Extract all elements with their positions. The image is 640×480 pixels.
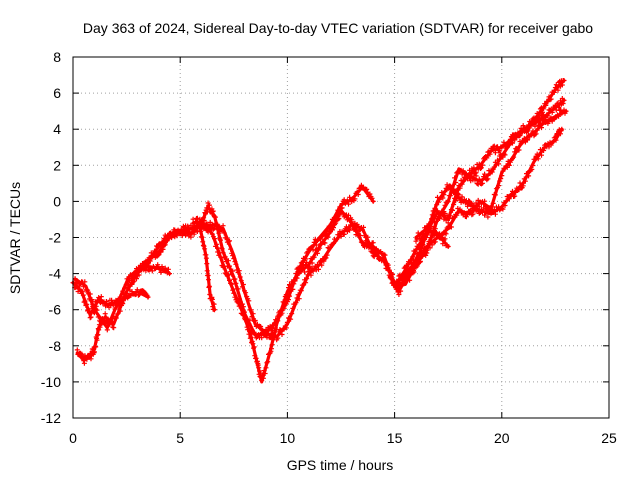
x-tick-label: 5 xyxy=(176,430,184,446)
chart-title: Day 363 of 2024, Sidereal Day-to-day VTE… xyxy=(83,20,593,36)
series-line xyxy=(71,281,150,317)
y-tick-label: -6 xyxy=(49,302,62,318)
y-tick-label: -4 xyxy=(49,266,62,282)
x-tick-label: 10 xyxy=(280,430,296,446)
x-axis-label: GPS time / hours xyxy=(287,457,394,473)
y-tick-label: -12 xyxy=(41,410,61,426)
data-series xyxy=(70,78,569,384)
y-tick-labels: -12 -10 -8 -6 -4 -2 0 2 4 6 8 xyxy=(41,49,61,426)
y-tick-label: 8 xyxy=(53,49,61,65)
series-line xyxy=(73,264,172,330)
series-line xyxy=(414,226,450,249)
series-line xyxy=(191,98,566,384)
y-tick-label: 0 xyxy=(53,193,61,209)
x-tick-label: 0 xyxy=(69,430,77,446)
series-trace-2 xyxy=(72,261,172,333)
x-tick-label: 20 xyxy=(494,430,510,446)
series-markers xyxy=(72,261,172,333)
x-tick-label: 25 xyxy=(601,430,617,446)
series-line xyxy=(200,109,568,339)
series-trace-8 xyxy=(398,126,565,286)
y-tick-label: 6 xyxy=(53,85,61,101)
y-tick-label: -8 xyxy=(49,338,62,354)
series-trace-9 xyxy=(413,224,451,249)
x-tick-label: 15 xyxy=(387,430,403,446)
y-tick-label: -2 xyxy=(49,230,62,246)
axis-ticks xyxy=(72,56,610,419)
y-axis-label: SDTVAR / TECUs xyxy=(7,182,23,294)
y-tick-label: 4 xyxy=(53,121,61,137)
series-trace-6 xyxy=(199,107,569,343)
y-tick-label: 2 xyxy=(53,157,61,173)
y-tick-label: -10 xyxy=(41,374,61,390)
series-line xyxy=(399,127,564,281)
x-tick-labels: 0 5 10 15 20 25 xyxy=(69,430,617,446)
